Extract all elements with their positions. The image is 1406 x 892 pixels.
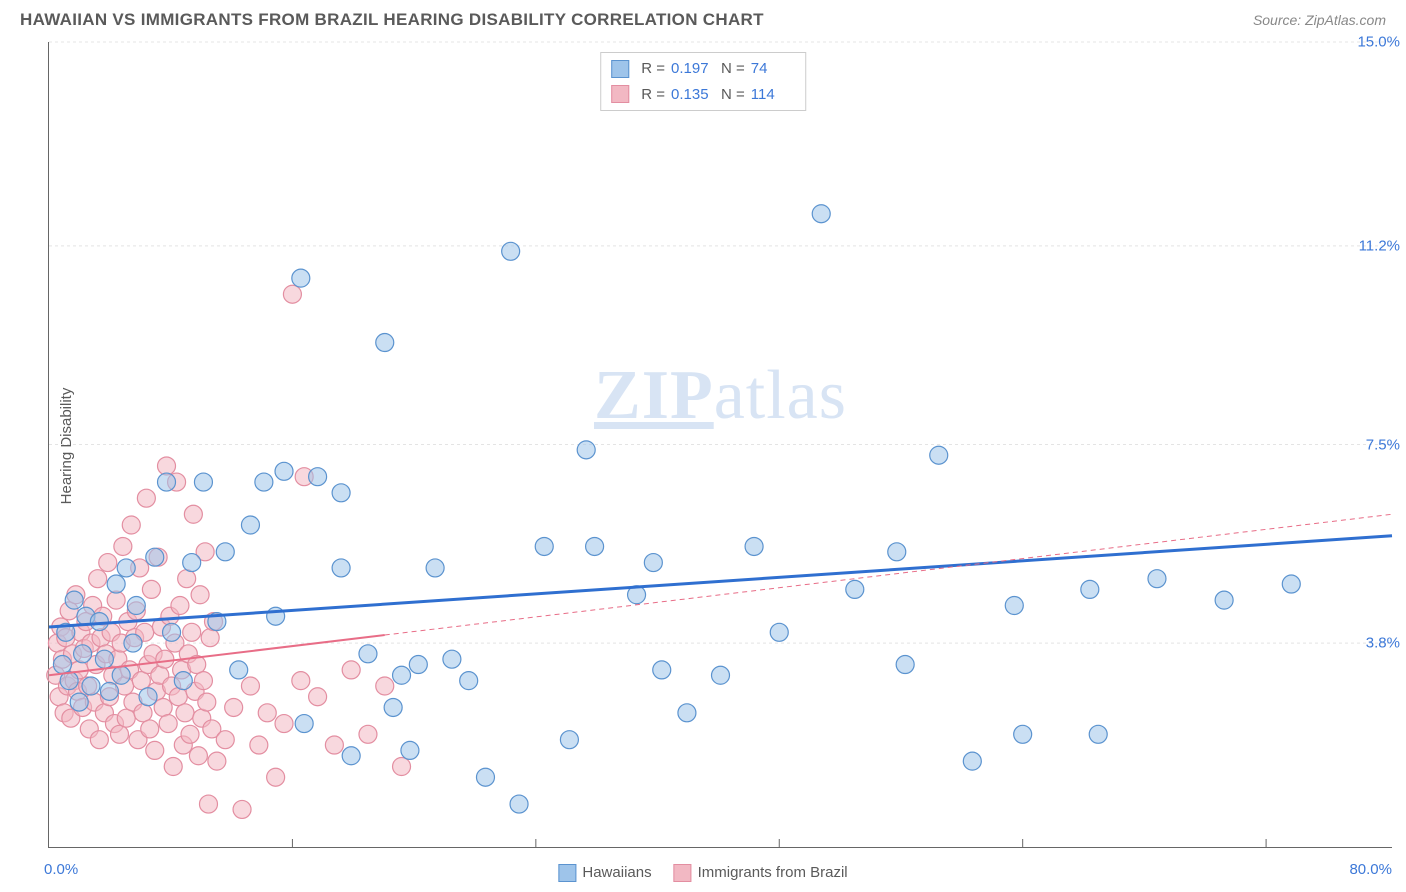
y-tick-label: 7.5% — [1366, 436, 1400, 453]
swatch-hawaiians-icon — [558, 864, 576, 882]
legend-row-brazil: R =0.135 N =114 — [611, 82, 795, 108]
scatter-svg — [49, 42, 1392, 847]
legend-item-hawaiians: Hawaiians — [558, 864, 651, 882]
chart-plot-area: ZIPatlas — [48, 42, 1392, 848]
x-axis-min-label: 0.0% — [44, 861, 78, 878]
chart-title: HAWAIIAN VS IMMIGRANTS FROM BRAZIL HEARI… — [20, 10, 764, 30]
swatch-brazil-icon — [674, 864, 692, 882]
x-axis-max-label: 80.0% — [1349, 861, 1392, 878]
swatch-hawaiians — [611, 60, 629, 78]
series-legend: Hawaiians Immigrants from Brazil — [558, 864, 847, 882]
y-tick-label: 15.0% — [1357, 34, 1400, 51]
y-tick-label: 11.2% — [1359, 237, 1400, 254]
source-label: Source: ZipAtlas.com — [1253, 12, 1386, 28]
correlation-legend: R =0.197 N =74 R =0.135 N =114 — [600, 52, 806, 111]
legend-row-hawaiians: R =0.197 N =74 — [611, 56, 795, 82]
swatch-brazil — [611, 85, 629, 103]
legend-item-brazil: Immigrants from Brazil — [674, 864, 848, 882]
y-tick-label: 3.8% — [1366, 635, 1400, 652]
